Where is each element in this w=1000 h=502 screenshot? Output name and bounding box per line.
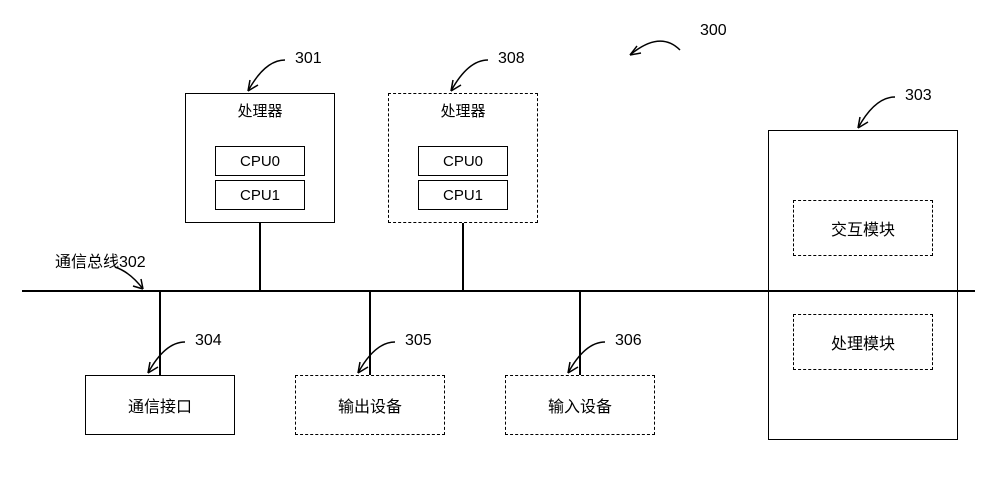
ref-301: 301 (295, 50, 322, 68)
conn-proc1 (259, 223, 261, 290)
proc2-cpu0: CPU0 (418, 146, 508, 176)
comm-interface-label: 通信接口 (128, 393, 192, 417)
conn-proc2 (462, 223, 464, 290)
conn-comm (159, 290, 161, 375)
processor-2: 处理器 CPU0 CPU1 (388, 93, 538, 223)
proc1-cpu1: CPU1 (215, 180, 305, 210)
output-device: 输出设备 (295, 375, 445, 435)
ref-arrow-300 (625, 20, 695, 60)
ref-306: 306 (615, 332, 642, 350)
input-device: 输入设备 (505, 375, 655, 435)
bus-arrow (105, 262, 175, 302)
bus-line (22, 290, 975, 292)
processor-1: 处理器 CPU0 CPU1 (185, 93, 335, 223)
conn-output (369, 290, 371, 375)
processor-2-title: 处理器 (440, 100, 485, 121)
output-device-label: 输出设备 (338, 393, 402, 417)
ref-305: 305 (405, 332, 432, 350)
conn-input (579, 290, 581, 375)
ref-303: 303 (905, 87, 932, 105)
comm-interface: 通信接口 (85, 375, 235, 435)
memory-module-interaction: 交互模块 (793, 200, 933, 256)
ref-308: 308 (498, 50, 525, 68)
input-device-label: 输入设备 (548, 393, 612, 417)
proc2-cpu1: CPU1 (418, 180, 508, 210)
proc1-cpu0: CPU0 (215, 146, 305, 176)
memory-module-processing: 处理模块 (793, 314, 933, 370)
ref-300: 300 (700, 22, 727, 40)
ref-304: 304 (195, 332, 222, 350)
memory-block: 交互模块 处理模块 (768, 130, 958, 440)
processor-1-title: 处理器 (237, 100, 282, 121)
